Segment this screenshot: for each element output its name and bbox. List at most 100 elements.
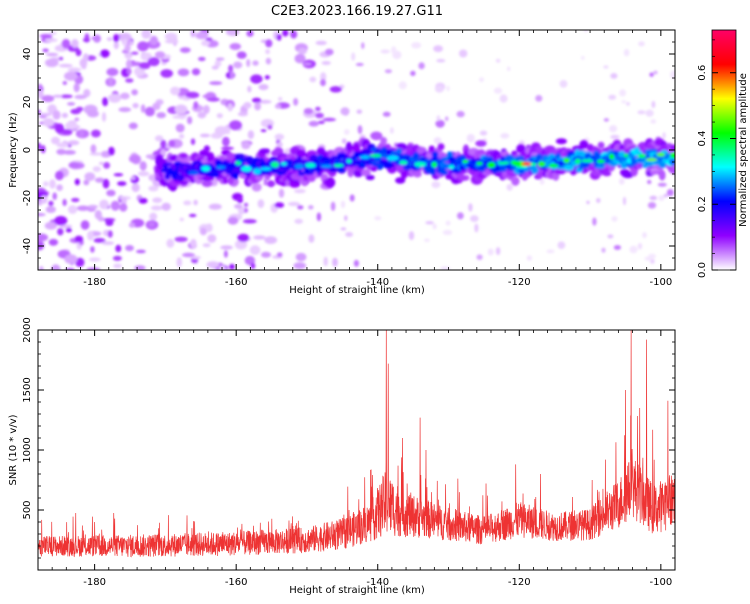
- noise-blob: [126, 68, 132, 75]
- noise-blob: [125, 78, 134, 83]
- noise-blob: [384, 69, 392, 74]
- noise-blob: [603, 65, 609, 69]
- colorbar: 0.0 0.2 0.4 0.6 Normalized spectral amplitu…: [697, 29, 749, 278]
- band-blob-core: [188, 170, 199, 176]
- noise-blob: [353, 259, 359, 267]
- noise-blob: [203, 105, 210, 114]
- noise-blob: [136, 249, 146, 254]
- noise-blob: [105, 219, 114, 226]
- noise-blob: [125, 59, 132, 70]
- noise-blob: [193, 101, 199, 110]
- noise-blob: [251, 182, 262, 192]
- noise-blob: [89, 152, 103, 156]
- band-blob-core: [252, 168, 262, 175]
- noise-blob: [487, 248, 494, 256]
- noise-blob: [40, 195, 48, 204]
- noise-blob: [144, 106, 155, 117]
- noise-blob: [199, 227, 207, 236]
- band-blob-mid: [360, 161, 366, 169]
- noise-blob: [207, 97, 220, 102]
- noise-blob: [222, 136, 230, 147]
- noise-blob: [244, 255, 256, 266]
- noise-blob: [670, 70, 675, 80]
- band-blob-outer: [511, 176, 520, 186]
- noise-blob: [309, 76, 317, 83]
- noise-blob: [182, 252, 195, 258]
- band-blob-mid: [566, 151, 576, 156]
- noise-blob: [216, 113, 223, 119]
- noise-blob: [160, 69, 173, 78]
- colorbar-tick-label: 0.4: [697, 131, 708, 147]
- noise-blob: [38, 83, 43, 92]
- noise-blob: [638, 41, 645, 47]
- noise-blob: [274, 104, 282, 109]
- noise-blob: [138, 197, 148, 204]
- noise-blob: [649, 72, 654, 77]
- noise-blob: [320, 72, 327, 82]
- noise-blob: [74, 94, 87, 100]
- band-blob-core: [387, 155, 399, 161]
- noise-blob: [623, 196, 626, 206]
- band-blob-core: [294, 164, 304, 169]
- noise-blob: [470, 215, 479, 223]
- noise-blob: [65, 121, 78, 130]
- noise-blob: [391, 46, 397, 55]
- snr-series-line: [38, 330, 675, 558]
- noise-blob: [252, 60, 259, 66]
- band-blob-outer: [353, 169, 364, 178]
- noise-blob: [607, 234, 614, 239]
- noise-blob: [161, 202, 171, 211]
- noise-blob: [293, 262, 307, 270]
- noise-blob: [264, 75, 270, 80]
- band-blob-core: [280, 162, 287, 166]
- noise-blob: [608, 94, 617, 100]
- noise-blob: [131, 89, 138, 96]
- noise-blob: [316, 212, 322, 222]
- noise-blob: [101, 112, 107, 122]
- noise-blob: [345, 232, 353, 237]
- band-blob-core: [581, 159, 594, 163]
- band-blob-mid: [260, 169, 271, 175]
- noise-blob: [251, 97, 262, 103]
- colorbar-label: Normalized spectral amplitude: [738, 73, 749, 227]
- noise-blob: [87, 204, 99, 209]
- noise-blob: [83, 179, 90, 186]
- noise-blob: [241, 141, 251, 150]
- noise-blob: [431, 181, 441, 189]
- y-tick-label: 40: [22, 48, 33, 61]
- noise-blob: [495, 58, 501, 63]
- band-blob-outer: [227, 176, 234, 185]
- noise-blob: [64, 254, 78, 265]
- noise-blob: [424, 238, 430, 242]
- colorbar-ticks: 0.0 0.2 0.4 0.6: [697, 39, 736, 278]
- band-blob-core: [670, 152, 675, 159]
- noise-blob: [506, 183, 513, 191]
- noise-blob: [43, 181, 49, 187]
- noise-blob: [619, 177, 625, 185]
- noise-blob: [361, 42, 365, 49]
- noise-blob: [49, 31, 57, 35]
- noise-blob: [63, 150, 76, 155]
- noise-blob: [83, 53, 89, 62]
- noise-blob: [39, 33, 53, 39]
- noise-blob: [308, 120, 319, 127]
- noise-blob: [76, 205, 90, 211]
- noise-blob: [596, 198, 601, 203]
- noise-blob: [73, 83, 80, 93]
- band-blob-outer: [602, 171, 612, 177]
- noise-blob: [112, 255, 122, 261]
- noise-blob: [52, 110, 61, 120]
- band-blob-core: [623, 153, 629, 158]
- x-tick-label: -180: [83, 577, 106, 588]
- band-blob-outer: [352, 142, 361, 154]
- band-blob-core: [476, 161, 483, 166]
- noise-blob: [418, 62, 425, 70]
- snr-y-label: SNR (10 * v/v): [8, 414, 19, 485]
- x-tick-label: -120: [508, 577, 531, 588]
- band-blob-outer: [621, 171, 634, 179]
- noise-blob: [103, 162, 111, 169]
- noise-blob: [294, 189, 306, 194]
- noise-blob: [38, 233, 44, 243]
- noise-blob: [657, 182, 667, 187]
